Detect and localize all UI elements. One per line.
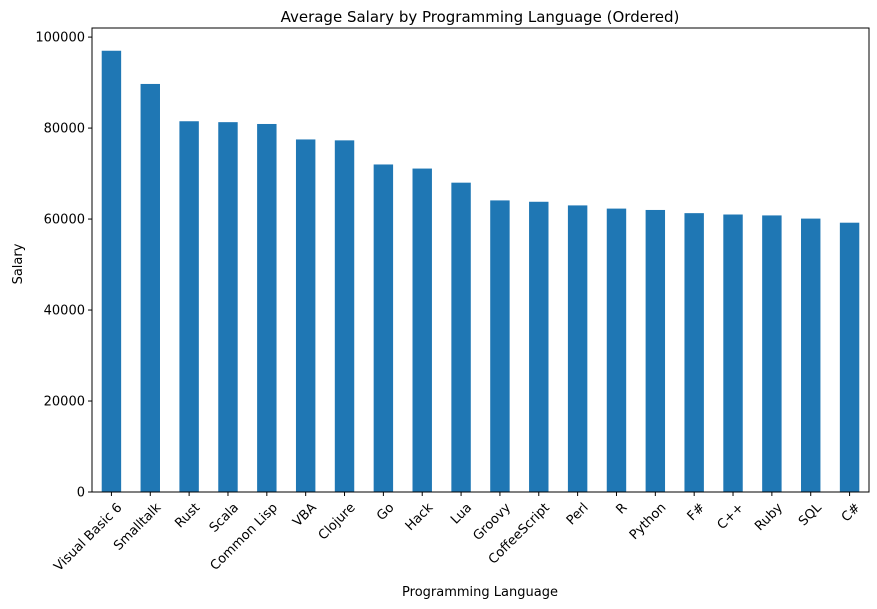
bar-f- xyxy=(684,213,704,492)
bar-vba xyxy=(295,139,316,492)
bar-ruby xyxy=(762,215,782,493)
bar-go xyxy=(373,164,394,492)
y-tick-label: 40000 xyxy=(44,304,85,319)
bar-python xyxy=(645,209,666,492)
bar-hack xyxy=(412,168,432,492)
x-tick-label: Hack xyxy=(403,500,437,534)
y-axis-label: Salary xyxy=(11,243,26,284)
y-tick-label: 80000 xyxy=(44,122,85,137)
x-tick-label: Clojure xyxy=(316,500,359,543)
y-tick-label: 0 xyxy=(77,486,85,501)
x-tick-label: Lua xyxy=(448,500,475,527)
x-tick-label: C++ xyxy=(715,500,747,532)
plot-frame xyxy=(91,27,870,493)
x-tick-label: F# xyxy=(685,500,709,524)
x-tick-label: Perl xyxy=(564,500,592,528)
x-tick-label: Scala xyxy=(207,500,242,535)
bar-smalltalk xyxy=(140,83,160,492)
x-tick-label: R xyxy=(614,500,631,517)
x-tick-label: Rust xyxy=(172,500,203,531)
bar-coffeescript xyxy=(529,201,549,492)
x-tick-label: VBA xyxy=(290,500,320,530)
x-tick-label: Visual Basic 6 xyxy=(51,500,125,574)
bar-rust xyxy=(179,121,199,492)
bar-sql xyxy=(801,218,821,492)
bar-scala xyxy=(218,122,238,492)
x-tick-label: Ruby xyxy=(752,500,786,534)
bar-c- xyxy=(723,214,743,492)
x-tick-label: Go xyxy=(374,500,397,523)
x-tick-label: SQL xyxy=(796,500,825,529)
bar-common-lisp xyxy=(257,123,277,492)
bar-groovy xyxy=(490,200,510,492)
y-tick-label: 20000 xyxy=(44,395,85,410)
y-tick-label: 60000 xyxy=(44,213,85,228)
bar-c- xyxy=(839,222,860,492)
x-tick-label: C# xyxy=(839,500,864,525)
bar-visual-basic-6 xyxy=(101,50,122,492)
chart-title: Average Salary by Programming Language (… xyxy=(281,8,680,26)
bar-clojure xyxy=(334,140,355,493)
x-tick-label: Common Lisp xyxy=(208,500,281,573)
x-axis-label: Programming Language xyxy=(402,585,558,600)
bar-lua xyxy=(451,182,471,493)
y-tick-label: 100000 xyxy=(35,31,85,46)
plot-area: 0 20000 40000 60000 80000 100000 Visual Basic … xyxy=(35,27,870,575)
bar-perl xyxy=(567,205,588,492)
x-tick-label: Python xyxy=(627,500,669,542)
bar-r xyxy=(606,208,627,492)
